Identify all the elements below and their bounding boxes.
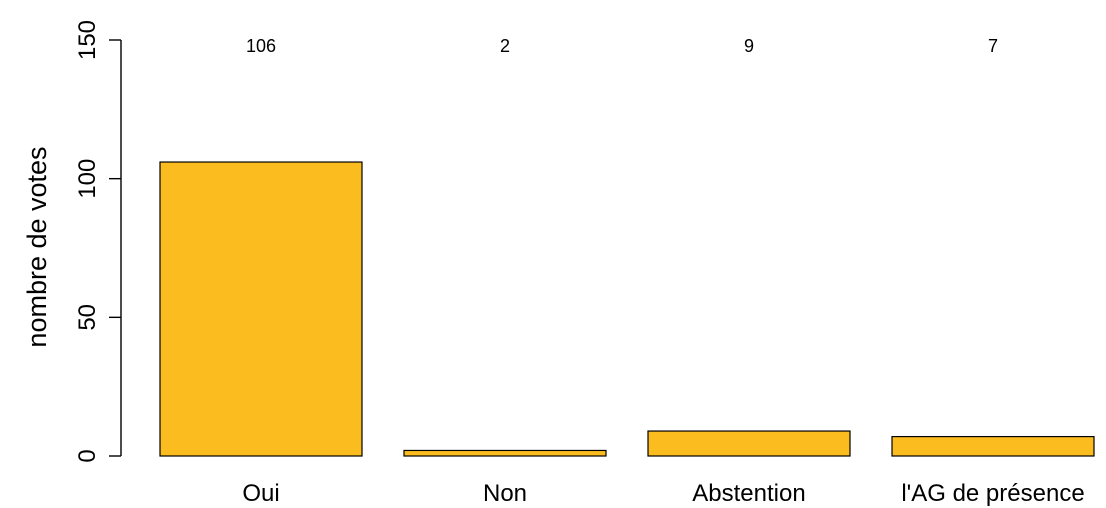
category-label: Non (483, 480, 527, 507)
category-labels-group: Oui Non Abstention l'AG de présence (242, 480, 1084, 507)
y-tick-label: 150 (74, 20, 101, 60)
bar-non (403, 449, 607, 457)
y-axis: 0 50 100 150 (74, 20, 122, 463)
value-label: 106 (246, 36, 276, 56)
value-label: 7 (988, 36, 998, 56)
bar-l-ag-de-pr-sence (891, 435, 1095, 457)
value-labels-group: 106 2 9 7 (246, 36, 998, 56)
category-label: l'AG de présence (901, 480, 1084, 507)
y-tick-label: 0 (74, 449, 101, 462)
y-tick-label: 50 (74, 304, 101, 331)
y-axis-title: nombre de votes (22, 146, 52, 347)
y-tick-label: 100 (74, 159, 101, 199)
category-label: Abstention (692, 480, 805, 507)
category-label: Oui (242, 480, 279, 507)
value-label: 9 (744, 36, 754, 56)
bar-abstention (647, 430, 851, 457)
bar-oui (159, 161, 363, 457)
value-label: 2 (500, 36, 510, 56)
bars-group (159, 161, 1095, 457)
